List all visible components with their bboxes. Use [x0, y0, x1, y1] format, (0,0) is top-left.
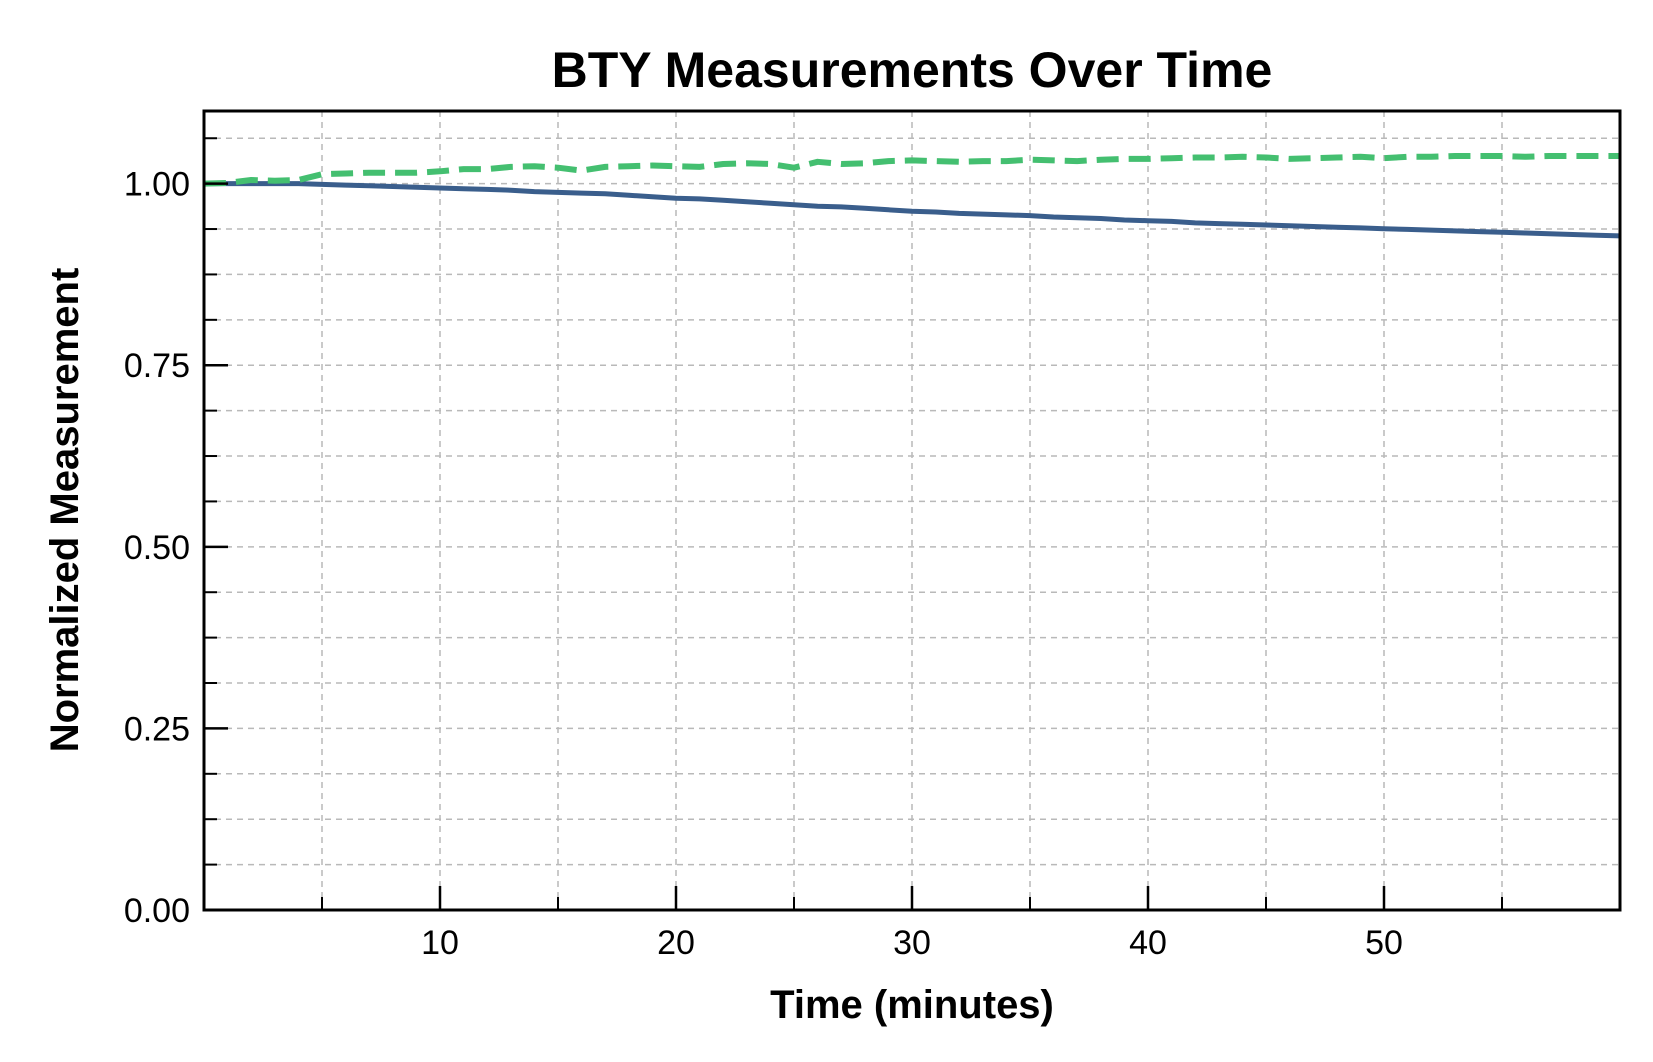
tick-labels: 10 20 30 40 50 0.00 0.25 0.50 0.75 1.00 [124, 166, 1403, 962]
data-series [203, 153, 1621, 239]
x-axis-label: Time (minutes) [770, 983, 1054, 1027]
x-tick-label: 10 [421, 924, 459, 962]
x-tick-label: 30 [893, 924, 931, 962]
x-tick-label: 20 [657, 924, 695, 962]
series-line-dashed [203, 153, 1620, 187]
x-tick-label: 40 [1129, 924, 1167, 962]
y-tick-label: 1.00 [124, 166, 190, 204]
y-tick-label: 0.25 [124, 710, 190, 748]
y-tick-label: 0.75 [124, 347, 190, 385]
grid-lines [204, 111, 1620, 910]
y-tick-label: 0.50 [124, 529, 190, 567]
y-axis-label: Normalized Measurement [43, 268, 87, 753]
series-line-solid [204, 181, 1621, 239]
chart-title: BTY Measurements Over Time [552, 42, 1273, 98]
y-tick-label: 0.00 [124, 892, 190, 930]
x-tick-label: 50 [1365, 924, 1403, 962]
axis-ticks [204, 137, 1503, 912]
